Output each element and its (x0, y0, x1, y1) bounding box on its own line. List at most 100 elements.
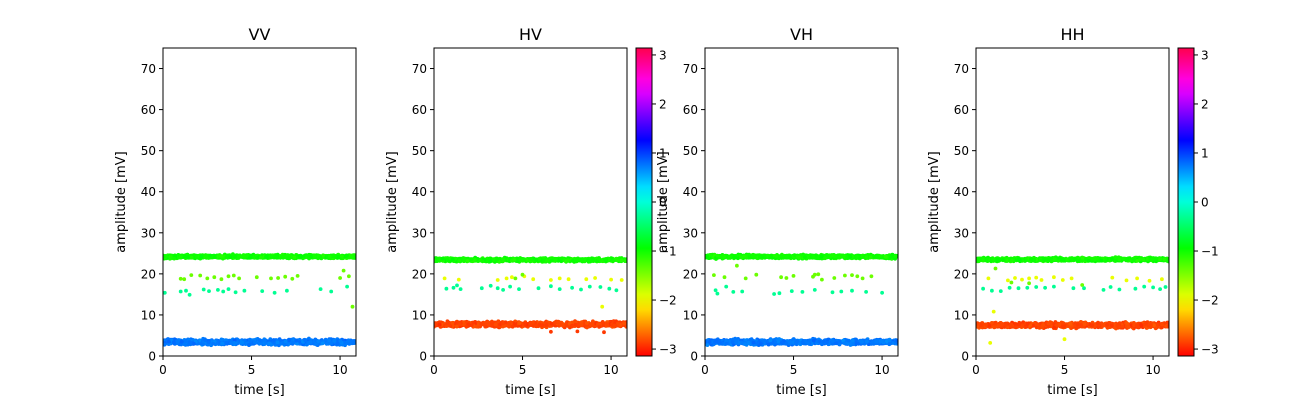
point-2-18 (347, 274, 351, 279)
point-2-15 (295, 274, 300, 278)
point-1-881 (479, 321, 484, 326)
point-0-786 (321, 253, 325, 258)
point-0-796 (719, 254, 724, 259)
point-0-752 (611, 258, 615, 263)
point-0-835 (194, 255, 199, 259)
point-0-877 (820, 254, 824, 259)
point-2-16 (338, 276, 342, 280)
point-1-862 (450, 321, 455, 325)
point-0-883 (281, 254, 285, 259)
point-1-866 (564, 323, 568, 327)
y-tick-label: 40 (141, 185, 156, 199)
point-0-875 (758, 255, 762, 260)
colorbar-tick-label: 1 (659, 146, 667, 160)
point-1-878 (201, 342, 206, 347)
point-1-898 (229, 341, 234, 345)
point-0-882 (883, 254, 888, 259)
point-2-13 (283, 274, 288, 279)
point-4-15 (587, 284, 592, 289)
point-0-874 (575, 257, 580, 262)
point-0-885 (541, 258, 546, 263)
point-3-7 (221, 289, 226, 294)
point-0-795 (437, 256, 442, 261)
point-0-894 (534, 257, 539, 262)
point-0-868 (529, 257, 533, 261)
point-1-885 (517, 321, 522, 326)
point-1-786 (522, 321, 527, 326)
point-0-898 (797, 255, 802, 260)
point-0-886 (811, 254, 816, 259)
point-1-884 (579, 321, 584, 326)
y-tick-label: 60 (141, 103, 156, 117)
y-tick-label: 0 (419, 350, 427, 364)
point-1-855 (469, 323, 474, 328)
point-0-888 (833, 254, 837, 259)
point-0-885 (715, 253, 720, 258)
point-0-858 (472, 257, 477, 262)
point-0-880 (501, 257, 505, 262)
x-tick-label: 5 (248, 363, 256, 377)
point-0-889 (488, 259, 493, 264)
point-1-859 (544, 323, 549, 327)
point-3-15 (329, 289, 334, 294)
point-2-7 (226, 274, 231, 279)
colorbar-tick-label: −1 (659, 245, 677, 259)
point-2-8 (231, 273, 236, 278)
point-1-793 (342, 340, 347, 345)
point-0-864 (769, 253, 773, 258)
point-0-884 (803, 255, 807, 259)
y-tick-label: 30 (141, 226, 156, 240)
point-0-784 (705, 254, 710, 259)
point-1-861 (220, 341, 225, 346)
point-0-838 (172, 256, 177, 261)
point-2-19 (350, 304, 355, 309)
point-1-892 (224, 341, 229, 345)
point-0-878 (309, 254, 314, 259)
point-4-10 (536, 286, 541, 291)
point-4-3 (455, 283, 459, 288)
point-0-840 (825, 253, 829, 257)
point-0-889 (333, 254, 337, 259)
point-2-2 (495, 278, 500, 282)
point-1-799 (332, 338, 337, 343)
point-2-3 (198, 273, 203, 278)
point-0-890 (579, 258, 584, 263)
point-0-895 (785, 254, 789, 259)
point-0-880 (848, 254, 853, 259)
y-tick-label: 70 (412, 62, 427, 76)
colorbar-gradient (635, 47, 653, 357)
point-0-762 (566, 258, 570, 263)
point-0-892 (312, 254, 317, 259)
point-1-835 (462, 322, 466, 327)
point-0-851 (242, 254, 247, 258)
point-0-854 (522, 258, 527, 263)
point-0-898 (327, 254, 332, 259)
point-1-847 (528, 321, 533, 326)
point-3-8 (226, 287, 231, 291)
point-1-802 (507, 324, 512, 329)
point-4-11 (549, 284, 553, 289)
point-1-896 (464, 324, 469, 329)
y-tick-label: 20 (412, 267, 427, 281)
point-1-828 (262, 338, 267, 343)
point-1-732 (329, 341, 334, 346)
point-3-1 (178, 289, 183, 294)
point-0-734 (491, 257, 496, 261)
point-1-814 (215, 341, 220, 346)
point-0-886 (249, 253, 253, 258)
point-1-867 (338, 339, 343, 343)
point-4-17 (607, 286, 612, 291)
point-0-875 (189, 255, 194, 260)
y-tick-label: 10 (412, 308, 427, 322)
colorbar-tick-label: −2 (659, 294, 677, 308)
point-0-888 (603, 257, 607, 262)
point-1-826 (179, 339, 184, 344)
point-1-890 (444, 321, 449, 326)
point-0-896 (544, 259, 549, 263)
subplot-title: HV (519, 25, 542, 44)
point-2-10 (254, 275, 259, 280)
point-1-849 (175, 339, 179, 344)
point-1-887 (570, 324, 574, 329)
point-2-4 (205, 276, 210, 281)
point-0-892 (823, 256, 827, 261)
